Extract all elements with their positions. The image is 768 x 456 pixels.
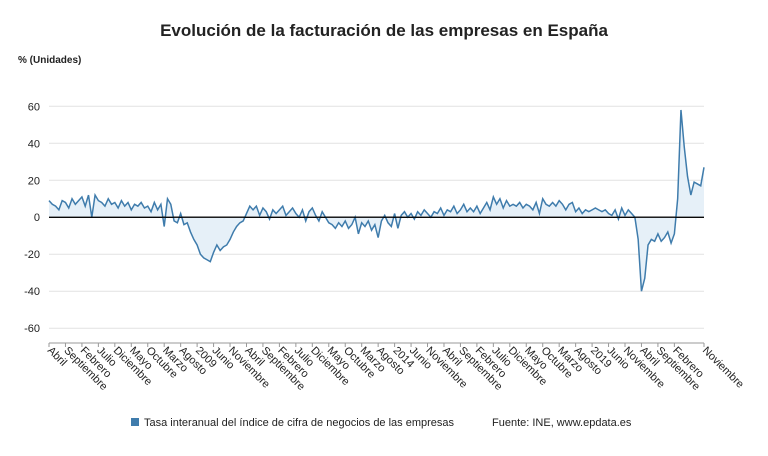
y-tick-label: -20 <box>24 249 40 261</box>
chart-title: Evolución de la facturación de las empre… <box>160 21 608 40</box>
x-tick-label: Noviembre <box>700 345 746 391</box>
y-tick-label: -60 <box>24 323 40 335</box>
y-tick-label: -40 <box>24 286 40 298</box>
y-tick-label: 0 <box>34 212 40 224</box>
source: Fuente: INE, www.epdata.es <box>492 417 632 429</box>
legend-label: Tasa interanual del índice de cifra de n… <box>144 417 455 429</box>
y-tick-label: 20 <box>28 175 40 187</box>
y-tick-label: 40 <box>28 138 40 150</box>
y-axis-label: % (Unidades) <box>18 55 81 66</box>
y-tick-label: 60 <box>28 101 40 113</box>
line <box>48 109 705 292</box>
legend-swatch <box>131 418 139 426</box>
area <box>49 109 704 292</box>
